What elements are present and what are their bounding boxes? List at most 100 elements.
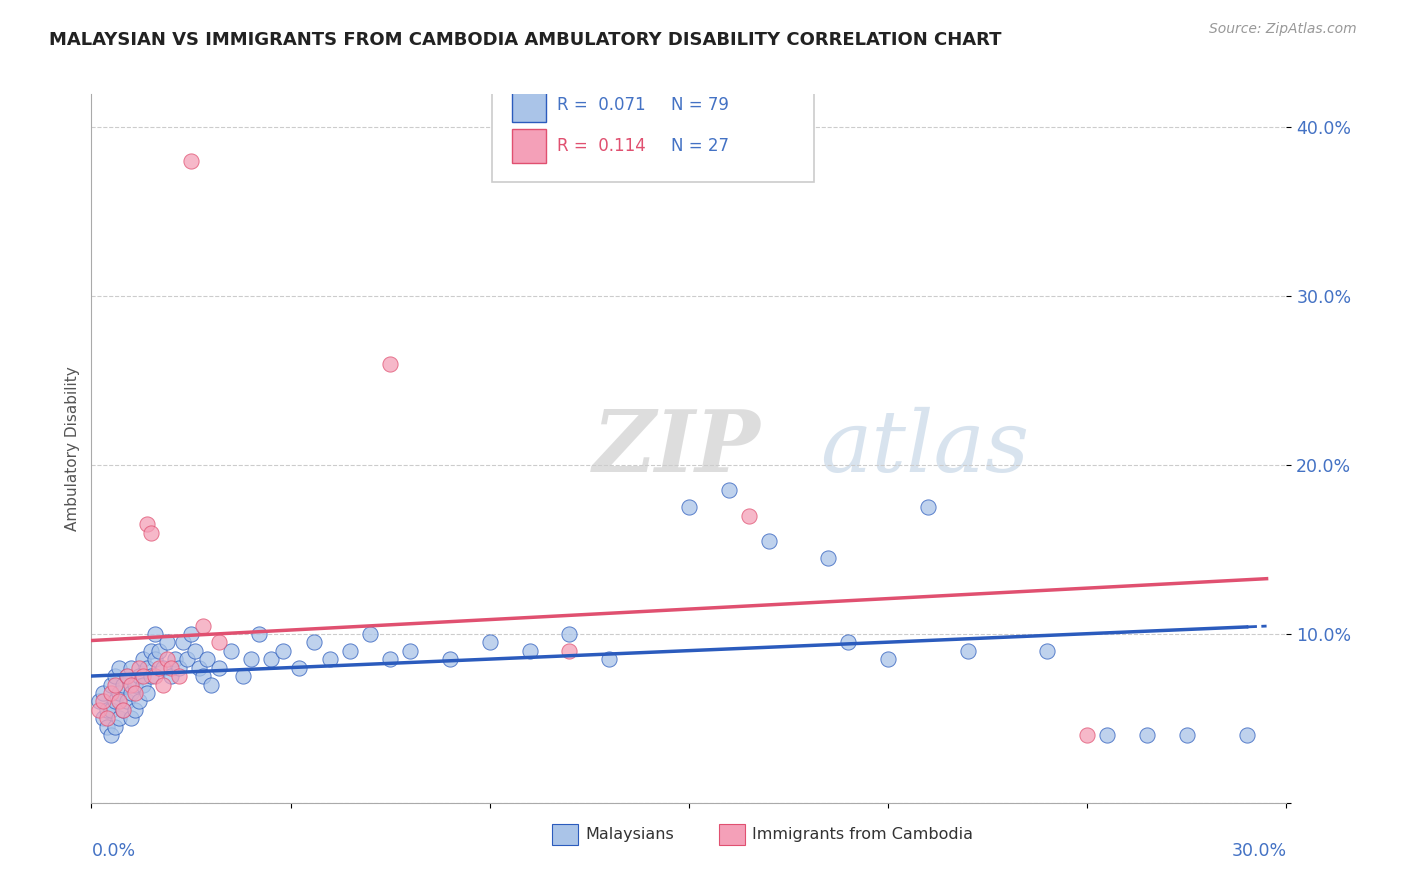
Point <box>100 703 122 717</box>
FancyBboxPatch shape <box>512 87 546 121</box>
Point <box>232 669 254 683</box>
Point <box>108 661 131 675</box>
Point <box>208 635 231 649</box>
Point <box>598 652 620 666</box>
Point <box>558 644 581 658</box>
Point <box>188 661 211 675</box>
Text: 0.0%: 0.0% <box>91 842 135 860</box>
Point <box>100 678 122 692</box>
Point <box>143 652 166 666</box>
Text: R =  0.071: R = 0.071 <box>558 95 647 113</box>
Point <box>717 483 740 498</box>
Point <box>108 711 131 725</box>
Point <box>115 669 138 683</box>
Text: MALAYSIAN VS IMMIGRANTS FROM CAMBODIA AMBULATORY DISABILITY CORRELATION CHART: MALAYSIAN VS IMMIGRANTS FROM CAMBODIA AM… <box>49 31 1001 49</box>
Point <box>89 703 111 717</box>
FancyBboxPatch shape <box>718 824 745 846</box>
Point <box>148 644 170 658</box>
Point <box>200 678 222 692</box>
Point <box>89 694 111 708</box>
Point <box>141 525 162 540</box>
Point <box>156 635 179 649</box>
Point <box>143 627 166 641</box>
Text: Malaysians: Malaysians <box>585 827 673 842</box>
FancyBboxPatch shape <box>551 824 578 846</box>
Point <box>837 635 859 649</box>
Point <box>287 661 309 675</box>
Point <box>156 652 179 666</box>
Point <box>120 711 142 725</box>
Point <box>148 661 170 675</box>
Point <box>399 644 422 658</box>
Point <box>239 652 262 666</box>
Point <box>141 669 162 683</box>
Text: R =  0.114: R = 0.114 <box>558 137 647 155</box>
Point <box>96 703 118 717</box>
Point <box>124 703 146 717</box>
Point <box>167 669 190 683</box>
Point <box>163 652 186 666</box>
Point <box>1136 728 1159 742</box>
Point <box>96 720 118 734</box>
Point <box>247 627 270 641</box>
Text: atlas: atlas <box>821 407 1029 490</box>
Text: 30.0%: 30.0% <box>1232 842 1286 860</box>
Point <box>439 652 461 666</box>
Point <box>191 669 214 683</box>
Point <box>152 661 174 675</box>
Point <box>132 678 155 692</box>
Point <box>128 661 150 675</box>
Text: N = 79: N = 79 <box>671 95 728 113</box>
Point <box>304 635 326 649</box>
Point <box>104 669 127 683</box>
Point <box>180 154 202 169</box>
Point <box>167 661 190 675</box>
Point <box>271 644 294 658</box>
Point <box>152 678 174 692</box>
Point <box>184 644 207 658</box>
Point <box>1076 728 1098 742</box>
Point <box>956 644 979 658</box>
Text: N = 27: N = 27 <box>671 137 730 155</box>
Point <box>208 661 231 675</box>
Point <box>191 618 214 632</box>
Point <box>104 678 127 692</box>
Text: Immigrants from Cambodia: Immigrants from Cambodia <box>752 827 973 842</box>
Point <box>100 686 122 700</box>
Point <box>93 686 115 700</box>
Point <box>96 711 118 725</box>
Point <box>120 661 142 675</box>
Point <box>112 703 135 717</box>
Point <box>128 694 150 708</box>
Point <box>259 652 281 666</box>
Point <box>124 678 146 692</box>
Point <box>128 669 150 683</box>
Point <box>136 686 159 700</box>
Point <box>737 508 759 523</box>
Point <box>180 627 202 641</box>
FancyBboxPatch shape <box>492 90 814 182</box>
Point <box>108 686 131 700</box>
Point <box>112 678 135 692</box>
Point <box>877 652 900 666</box>
Point <box>195 652 218 666</box>
Point <box>93 694 115 708</box>
Point <box>378 652 402 666</box>
Text: Source: ZipAtlas.com: Source: ZipAtlas.com <box>1209 22 1357 37</box>
Point <box>115 694 138 708</box>
Point <box>558 627 581 641</box>
Point <box>319 652 342 666</box>
Point <box>378 357 402 371</box>
Point <box>1175 728 1198 742</box>
Point <box>108 694 131 708</box>
Point <box>120 686 142 700</box>
Point <box>1236 728 1258 742</box>
Point <box>132 652 155 666</box>
Point <box>124 686 146 700</box>
Point <box>1097 728 1119 742</box>
Point <box>176 652 198 666</box>
Point <box>339 644 361 658</box>
Point <box>136 517 159 532</box>
Point <box>917 500 939 515</box>
Point <box>160 669 183 683</box>
